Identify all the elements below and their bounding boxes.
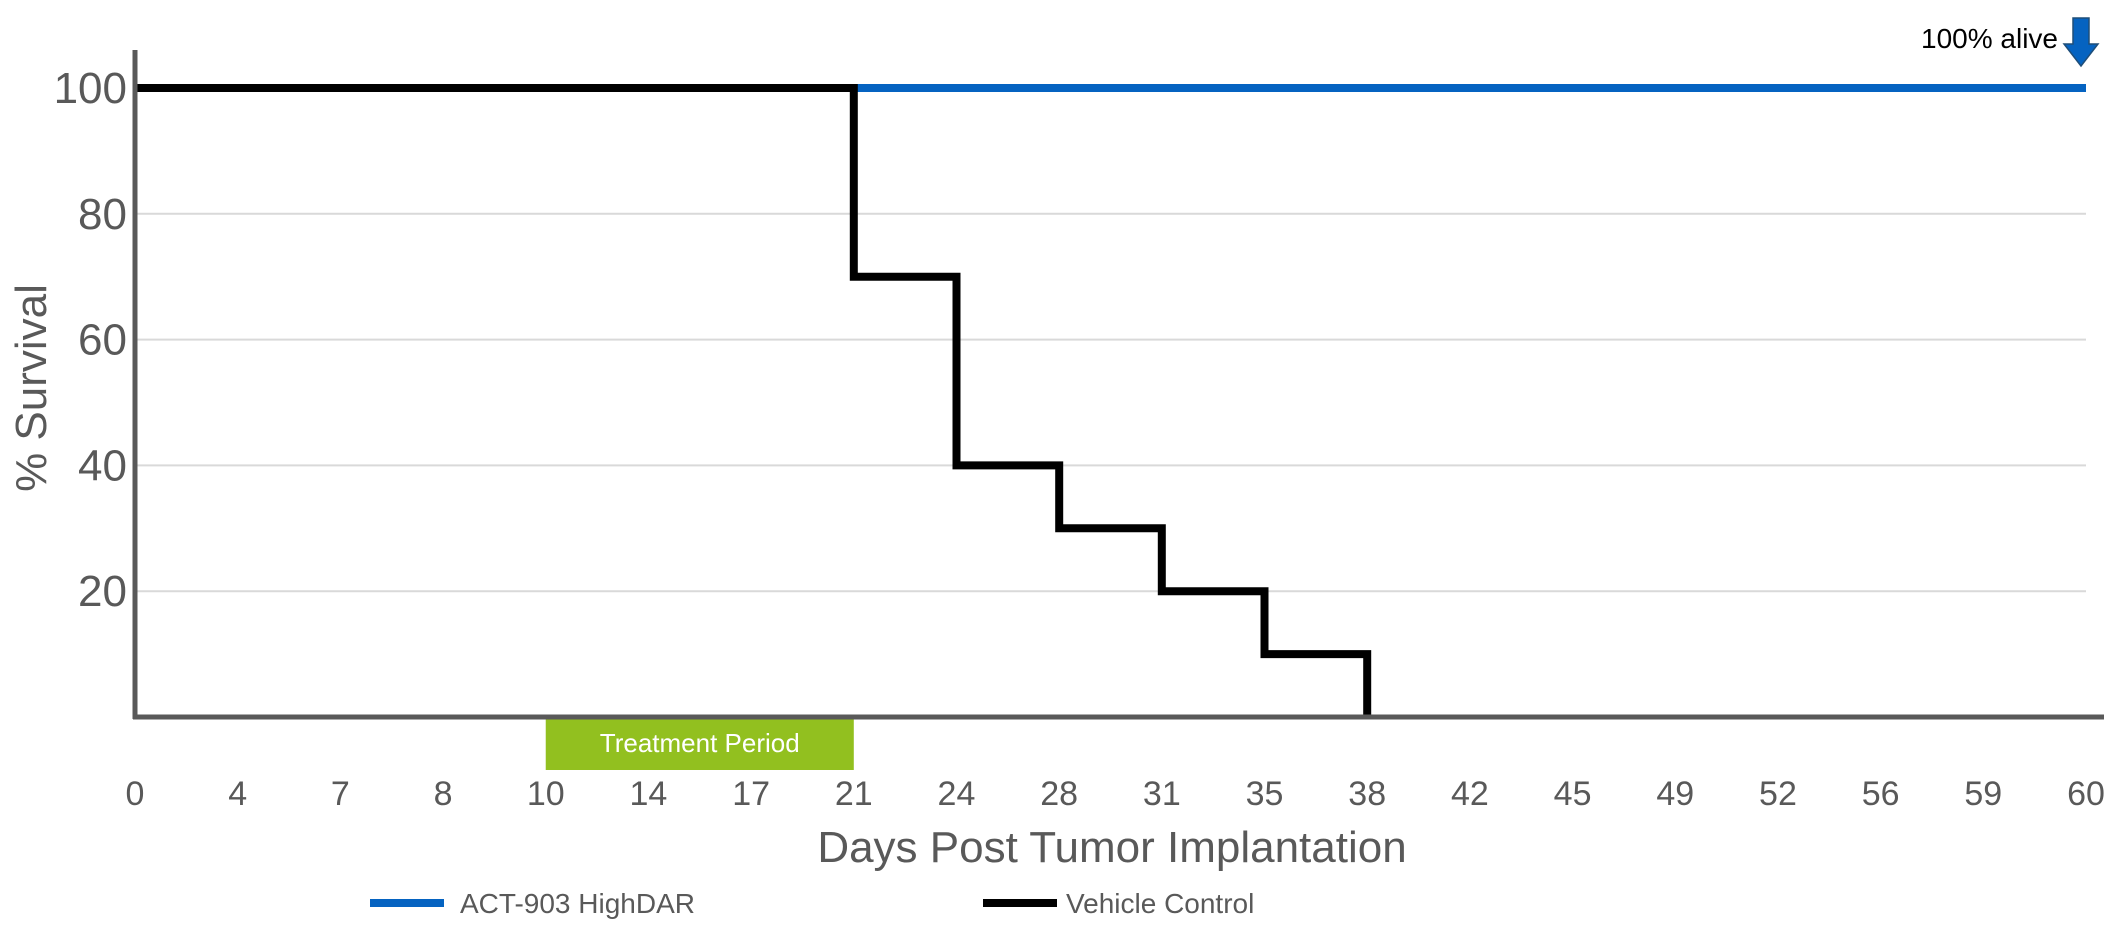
- x-tick-label: 59: [1964, 775, 2002, 813]
- x-tick-labels: 0 4 7 8 10 14 17 21 24 28 31 35 38 42 45 49 52 56 59 60: [126, 775, 2105, 813]
- treatment-period-rect: [545, 718, 854, 770]
- gridlines: [135, 212, 2086, 593]
- y-tick-labels: 20 40 60 80 100: [54, 64, 127, 616]
- y-tick-label: 100: [54, 64, 127, 113]
- y-tick-label: 40: [78, 441, 127, 490]
- x-tick-label: 21: [835, 775, 873, 813]
- x-tick-label: 42: [1451, 775, 1489, 813]
- x-tick-label: 8: [434, 775, 453, 813]
- treatment-period-band: Treatment Period: [545, 718, 854, 770]
- x-tick-label: 31: [1143, 775, 1181, 813]
- x-tick-label: 60: [2067, 775, 2105, 813]
- x-tick-label: 38: [1348, 775, 1386, 813]
- legend-label: ACT-903 HighDAR: [460, 888, 695, 919]
- y-tick-label: 80: [78, 190, 127, 239]
- x-tick-label: 10: [527, 775, 565, 813]
- x-tick-label: 45: [1554, 775, 1592, 813]
- legend: ACT-903 HighDAR Vehicle Control: [370, 888, 1254, 919]
- x-tick-label: 49: [1656, 775, 1694, 813]
- alive-annotation: 100% alive: [1921, 17, 2100, 68]
- x-tick-label: 0: [126, 775, 145, 813]
- series-line-vehicle-control: [135, 84, 1372, 717]
- x-tick-label: 28: [1040, 775, 1078, 813]
- x-tick-label: 35: [1246, 775, 1284, 813]
- axes: [132, 50, 2104, 720]
- treatment-period-label: Treatment Period: [600, 728, 800, 758]
- x-tick-label: 4: [228, 775, 247, 813]
- x-tick-label: 52: [1759, 775, 1797, 813]
- x-tick-label: 14: [630, 775, 668, 813]
- legend-label: Vehicle Control: [1066, 888, 1254, 919]
- series-lines: [135, 84, 2086, 717]
- y-tick-label: 60: [78, 316, 127, 365]
- y-axis-title: % Survival: [7, 284, 56, 492]
- x-axis-title: Days Post Tumor Implantation: [817, 823, 1406, 872]
- x-tick-label: 17: [732, 775, 770, 813]
- x-tick-label: 56: [1862, 775, 1900, 813]
- x-tick-label: 24: [938, 775, 976, 813]
- arrow-down-icon: [2062, 17, 2100, 68]
- y-tick-label: 20: [78, 567, 127, 616]
- x-tick-label: 7: [331, 775, 350, 813]
- alive-annotation-text: 100% alive: [1921, 23, 2058, 54]
